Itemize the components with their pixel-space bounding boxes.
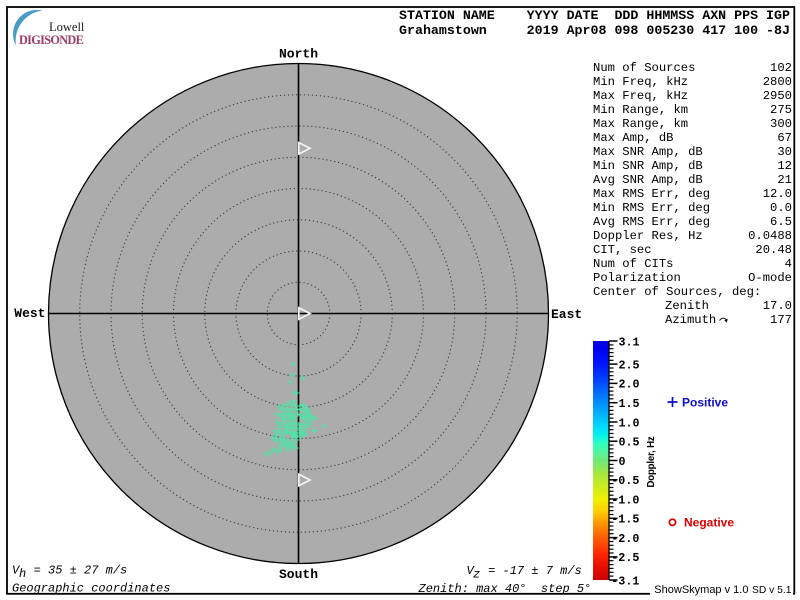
svg-text:V = -17 ± 7 m/s: V = -17 ± 7 m/s <box>467 564 582 578</box>
svg-text:Min Freq, kHz: Min Freq, kHz <box>593 75 688 89</box>
svg-text:20.48: 20.48 <box>755 243 792 257</box>
svg-text:SD v 5.1: SD v 5.1 <box>752 585 792 596</box>
svg-text:0: 0 <box>619 455 626 469</box>
svg-text:12: 12 <box>777 159 792 173</box>
svg-text:Center of Sources, deg:: Center of Sources, deg: <box>593 285 761 299</box>
svg-text:Min Range, km: Min Range, km <box>593 103 688 117</box>
svg-text:4: 4 <box>785 257 792 271</box>
svg-text:2.0: 2.0 <box>619 378 640 392</box>
svg-text:-0.5: -0.5 <box>611 474 639 488</box>
svg-text:1.5: 1.5 <box>619 397 640 411</box>
svg-text:Polarization: Polarization <box>593 271 681 285</box>
svg-text:Max Range, km: Max Range, km <box>593 117 688 131</box>
svg-text:275: 275 <box>770 103 792 117</box>
svg-text:-1.0: -1.0 <box>611 493 639 507</box>
svg-text:z: z <box>473 568 480 582</box>
svg-text:Doppler, Hz: Doppler, Hz <box>646 436 657 487</box>
svg-text:h: h <box>19 567 26 581</box>
svg-text:-2.0: -2.0 <box>611 532 639 546</box>
svg-text:6.5: 6.5 <box>770 215 792 229</box>
svg-text:V = 35 ± 27 m/s: V = 35 ± 27 m/s <box>12 564 127 578</box>
svg-text:Negative: Negative <box>684 516 734 530</box>
svg-text:Doppler Res, Hz: Doppler Res, Hz <box>593 229 703 243</box>
svg-text:30: 30 <box>777 145 792 159</box>
svg-text:STATION NAME YYYY DATE DDD: STATION NAME YYYY DATE DDD HHMMSS AXN PP… <box>399 8 790 23</box>
svg-text:Num of Sources: Num of Sources <box>593 61 695 75</box>
svg-text:CIT, sec: CIT, sec <box>593 243 652 257</box>
svg-text:Positive: Positive <box>682 396 728 410</box>
svg-text:Num of CITs: Num of CITs <box>593 257 673 271</box>
svg-text:Max Amp, dB: Max Amp, dB <box>593 131 673 145</box>
svg-text:DIGISONDE: DIGISONDE <box>19 33 84 47</box>
svg-text:67: 67 <box>777 131 792 145</box>
svg-text:Min RMS Err, deg: Min RMS Err, deg <box>593 201 710 215</box>
svg-text:North: North <box>279 47 318 62</box>
svg-text:-3.1: -3.1 <box>611 574 639 588</box>
svg-text:Avg SNR Amp, dB: Avg SNR Amp, dB <box>593 173 703 187</box>
svg-text:Grahamstown 2019 Apr08 098: Grahamstown 2019 Apr08 098 005230 417 10… <box>399 23 790 38</box>
svg-text:-1.5: -1.5 <box>611 513 639 527</box>
svg-text:ShowSkymap v 1.0: ShowSkymap v 1.0 <box>654 584 748 596</box>
svg-text:Max RMS Err, deg: Max RMS Err, deg <box>593 187 710 201</box>
svg-text:Zenith: max 40° step 5°: Zenith: max 40° step 5° <box>418 582 592 596</box>
svg-text:Max Freq, kHz: Max Freq, kHz <box>593 89 688 103</box>
svg-text:East: East <box>551 307 582 322</box>
svg-text:0.0488: 0.0488 <box>748 229 792 243</box>
svg-text:102: 102 <box>770 61 792 75</box>
svg-text:1.0: 1.0 <box>619 416 640 430</box>
svg-text:0.0: 0.0 <box>770 201 792 215</box>
svg-text:Geographic coordinates: Geographic coordinates <box>12 582 170 596</box>
svg-text:Azimuth: Azimuth <box>665 313 716 327</box>
svg-text:17.0: 17.0 <box>763 299 792 313</box>
svg-text:Zenith: Zenith <box>665 299 709 313</box>
svg-text:-2.5: -2.5 <box>611 551 639 565</box>
svg-text:2950: 2950 <box>763 89 792 103</box>
svg-text:Min SNR Amp, dB: Min SNR Amp, dB <box>593 159 703 173</box>
svg-text:3.1: 3.1 <box>619 335 640 349</box>
svg-text:177: 177 <box>770 313 792 327</box>
svg-text:21: 21 <box>777 173 792 187</box>
svg-text:2.5: 2.5 <box>619 358 640 372</box>
svg-text:South: South <box>279 567 318 582</box>
svg-text:2800: 2800 <box>763 75 792 89</box>
svg-text:0.5: 0.5 <box>619 436 640 450</box>
svg-text:300: 300 <box>770 117 792 131</box>
svg-text:Max SNR Amp, dB: Max SNR Amp, dB <box>593 145 703 159</box>
svg-text:Avg RMS Err, deg: Avg RMS Err, deg <box>593 215 710 229</box>
svg-text:Lowell: Lowell <box>49 20 85 34</box>
svg-text:12.0: 12.0 <box>763 187 792 201</box>
svg-text:O-mode: O-mode <box>748 271 792 285</box>
svg-text:West: West <box>14 306 45 321</box>
